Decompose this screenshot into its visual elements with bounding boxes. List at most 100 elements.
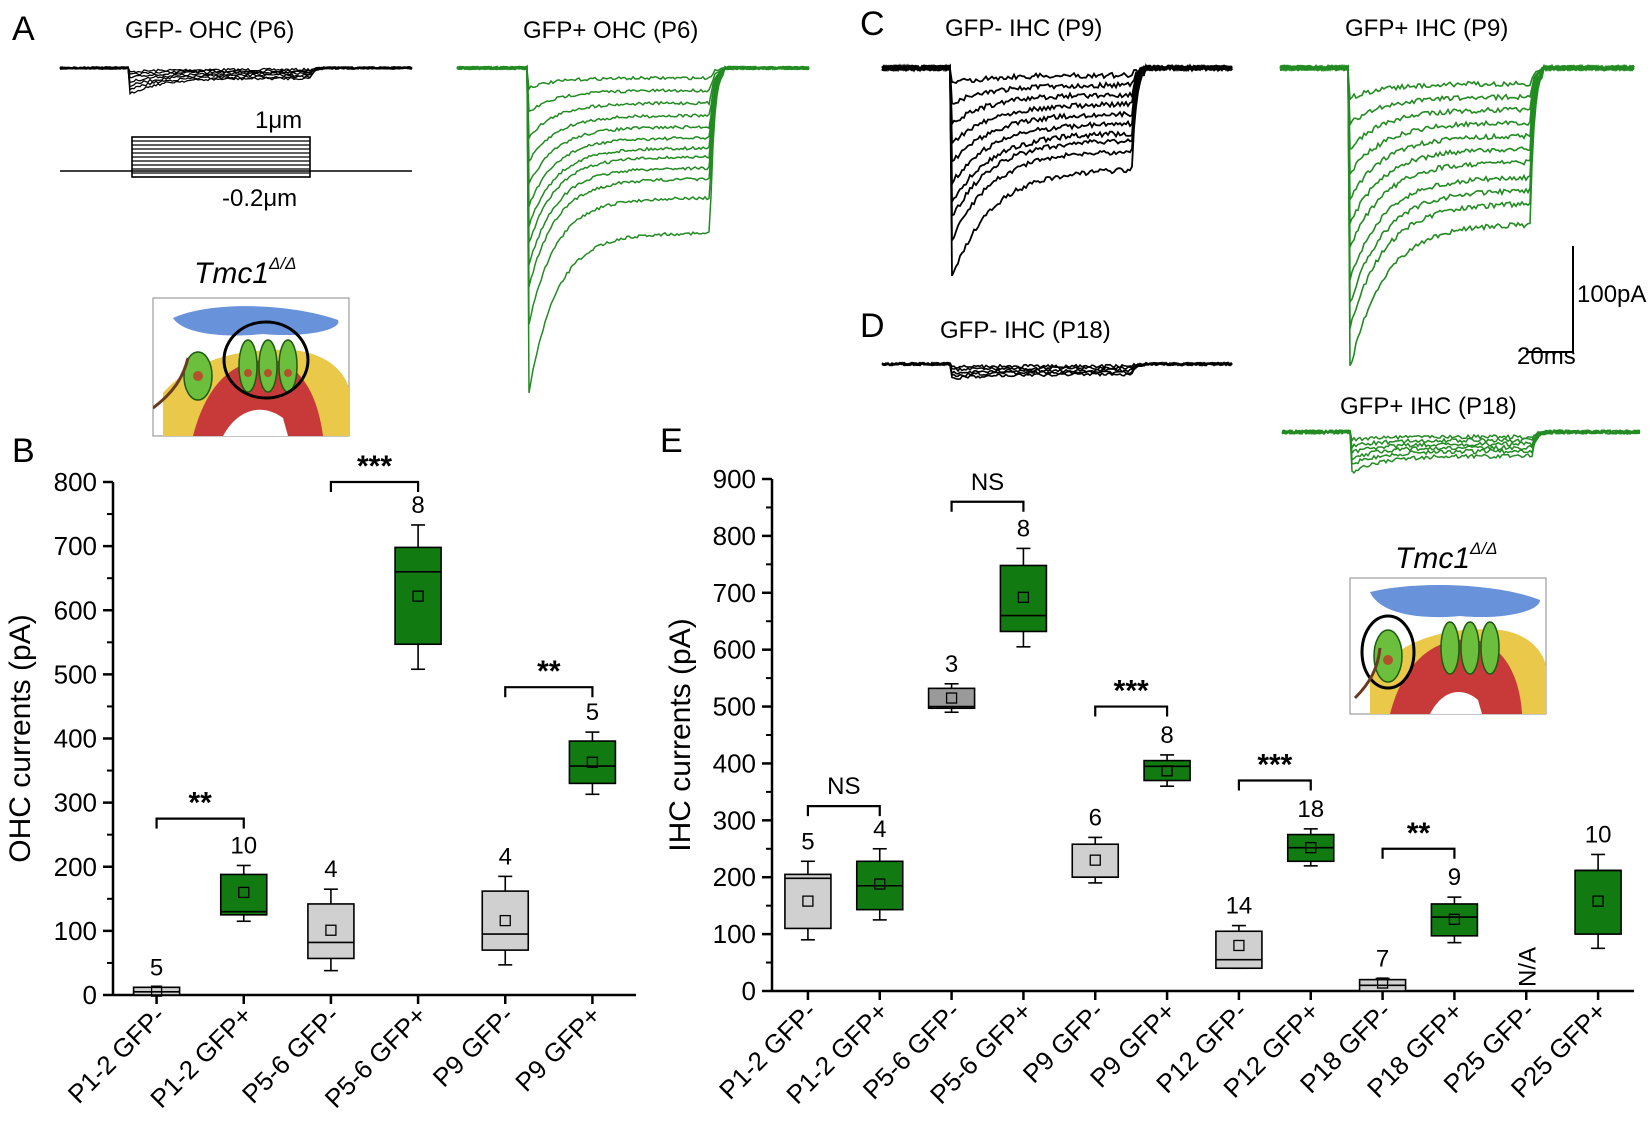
significance-label: ** xyxy=(537,655,561,688)
mean-marker xyxy=(1089,854,1101,866)
mean-marker xyxy=(1592,895,1604,907)
y-tick-label: 300 xyxy=(713,805,756,835)
y-tick-label: 200 xyxy=(54,852,97,882)
significance-label: ** xyxy=(188,787,212,820)
significance-label: *** xyxy=(1257,749,1292,782)
scale-bar: 100pA 20ms xyxy=(1517,246,1646,370)
n-label: 18 xyxy=(1297,796,1324,823)
trace-sweep xyxy=(456,65,809,243)
n-label: 4 xyxy=(499,843,512,870)
panel-label-c: C xyxy=(860,5,885,43)
box xyxy=(1215,930,1263,970)
box xyxy=(307,903,355,960)
significance-bracket xyxy=(950,500,1025,512)
significance-bracket xyxy=(504,686,594,698)
y-tick-label: 700 xyxy=(54,531,97,561)
y-tick-label: 500 xyxy=(54,659,97,689)
significance-label: NS xyxy=(827,773,860,800)
trace-sweep xyxy=(1279,63,1635,151)
box xyxy=(999,564,1048,633)
trace-title-d-pos: GFP+ IHC (P18) xyxy=(1340,393,1517,420)
mean-marker xyxy=(1161,765,1173,777)
chart-ihc-currents: 0 100 200 300 400 500 600 700 800 900 IHC currents… xyxy=(664,464,1634,1110)
cochlea-illustration-ohc xyxy=(152,297,350,437)
significance-bracket xyxy=(1381,847,1456,859)
mean-marker xyxy=(874,878,886,890)
x-tick-label: P9 GFP- xyxy=(427,1000,520,1093)
trace-sweep xyxy=(1279,63,1635,102)
trace-sweep xyxy=(1279,64,1635,281)
trace-sweep xyxy=(456,64,810,394)
trace-sweep xyxy=(1279,64,1635,248)
trace-title-c-neg: GFP- IHC (P9) xyxy=(945,15,1102,42)
box xyxy=(927,687,976,710)
trace-sweep xyxy=(456,65,810,92)
n-label: 8 xyxy=(1160,722,1173,749)
n-label: 10 xyxy=(230,832,257,859)
trace-sweep xyxy=(881,63,1233,243)
y-tick-label: 0 xyxy=(83,980,97,1010)
mean-marker xyxy=(238,886,250,899)
panel-label-a: A xyxy=(12,10,35,48)
n-label: N/A xyxy=(1514,947,1541,987)
n-label: 3 xyxy=(945,651,958,678)
mean-marker xyxy=(412,590,424,602)
y-tick-label: 600 xyxy=(54,595,97,625)
trace-title-c-pos: GFP+ IHC (P9) xyxy=(1345,15,1508,42)
trace-sweep xyxy=(456,65,810,325)
trace-sweep xyxy=(881,63,1233,188)
mean-marker xyxy=(1305,841,1317,854)
n-label: 5 xyxy=(801,828,814,855)
trace-a-neg xyxy=(59,65,413,96)
n-label: 5 xyxy=(150,954,163,981)
n-label: 9 xyxy=(1448,864,1461,891)
trace-sweep xyxy=(881,361,1233,380)
trace-d-neg xyxy=(881,361,1233,380)
trace-sweep xyxy=(1281,428,1641,465)
trace-title-a-pos: GFP+ OHC (P6) xyxy=(523,17,698,44)
n-label: 8 xyxy=(411,492,424,519)
trace-sweep xyxy=(1279,63,1635,366)
box xyxy=(219,873,268,916)
y-tick-label: 600 xyxy=(713,635,756,665)
trace-sweep xyxy=(881,63,1233,127)
significance-label: ** xyxy=(1407,817,1431,850)
stim-top-label: 1μm xyxy=(255,107,302,134)
mean-marker xyxy=(1448,913,1461,925)
y-tick-label: 0 xyxy=(742,976,756,1006)
y-tick-label: 400 xyxy=(713,748,756,778)
trace-c-pos xyxy=(1279,63,1635,366)
mean-marker xyxy=(802,895,814,907)
n-label: 7 xyxy=(1376,945,1389,972)
y-tick-label: 200 xyxy=(713,862,756,892)
panel-label-b: B xyxy=(12,432,35,470)
box xyxy=(1430,903,1479,937)
trace-d-pos xyxy=(1281,428,1641,475)
mean-marker xyxy=(325,924,337,936)
trace-c-neg xyxy=(881,62,1233,277)
scale-bar-y-label: 100pA xyxy=(1577,281,1646,308)
significance-bracket xyxy=(806,805,881,817)
significance-label: NS xyxy=(971,469,1004,496)
significance-bracket xyxy=(1094,705,1169,717)
y-tick-label: 300 xyxy=(54,788,97,818)
mean-marker xyxy=(499,914,511,927)
trace-sweep xyxy=(456,65,810,288)
panel-label-d: D xyxy=(860,307,885,345)
trace-sweep xyxy=(1279,63,1635,177)
trace-sweep xyxy=(881,62,1233,277)
mean-marker xyxy=(945,692,958,704)
stimulus-protocol: 1μm -0.2μm xyxy=(60,107,412,212)
n-label: 10 xyxy=(1585,821,1612,848)
mean-marker xyxy=(1233,939,1245,952)
mean-marker xyxy=(1376,977,1389,989)
trace-title-d-neg: GFP- IHC (P18) xyxy=(940,317,1111,344)
significance-bracket xyxy=(1237,779,1312,791)
mean-marker xyxy=(1017,591,1030,603)
trace-sweep xyxy=(1279,63,1635,224)
trace-sweep xyxy=(456,65,810,164)
trace-title-a-neg: GFP- OHC (P6) xyxy=(125,17,294,44)
trace-sweep xyxy=(881,63,1233,146)
significance-label: *** xyxy=(357,450,392,483)
trace-sweep xyxy=(59,65,413,96)
